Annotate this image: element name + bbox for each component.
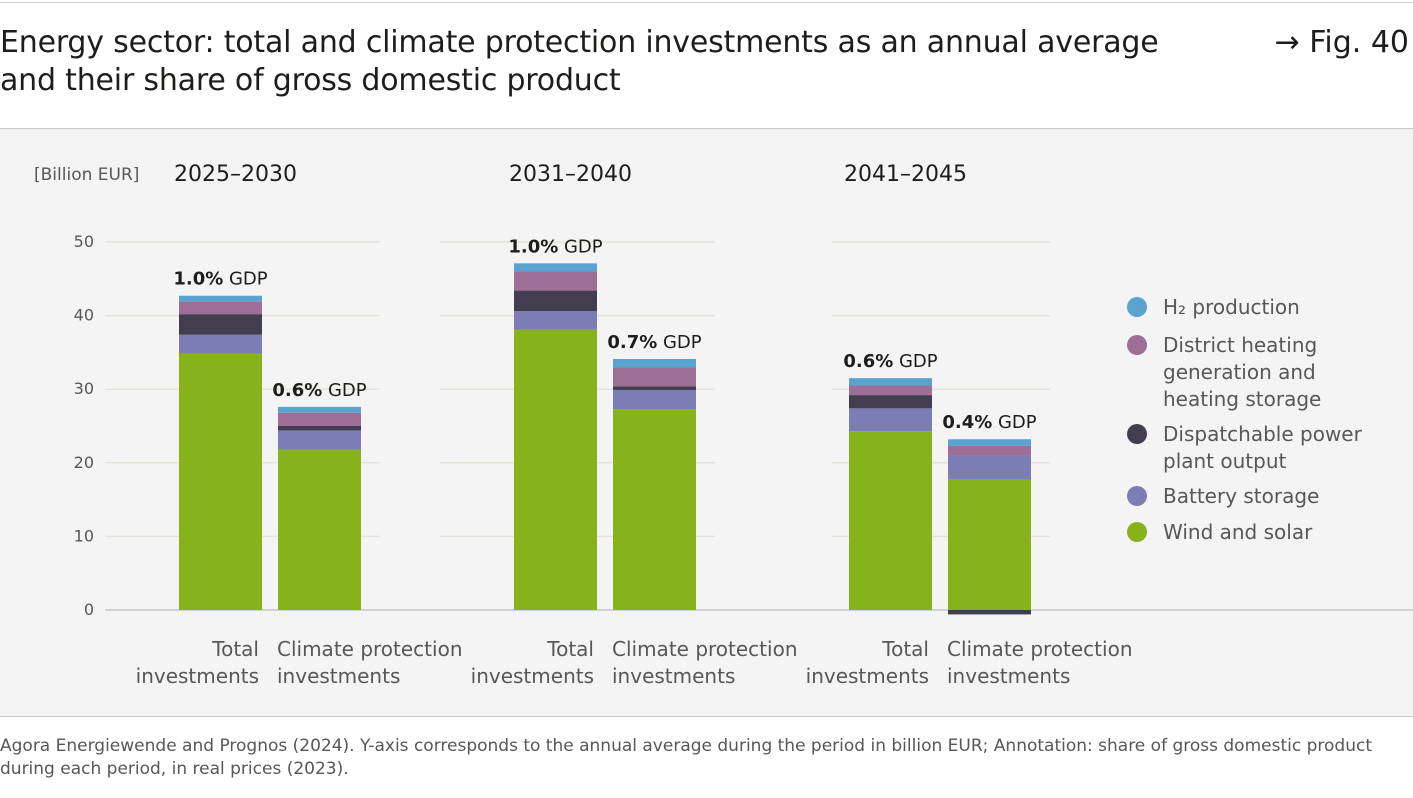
bar-segment-battery xyxy=(179,334,262,354)
top-rule xyxy=(0,2,1413,3)
bar-segment-battery xyxy=(514,311,597,330)
period-label: 2031–2040 xyxy=(509,162,632,187)
category-label: Climate protection xyxy=(612,637,798,661)
source-note: Agora Energiewende and Prognos (2024). Y… xyxy=(0,736,1372,779)
legend-label-district: District heating xyxy=(1163,333,1317,357)
bar-segment-battery xyxy=(278,430,361,450)
bar-segment-h2 xyxy=(278,406,361,413)
legend-swatch-battery xyxy=(1127,486,1147,506)
category-label: investments xyxy=(136,664,259,688)
bar-segment-dispatch-negative xyxy=(948,610,1031,615)
bar-segment-h2 xyxy=(514,263,597,272)
legend-label-h2: H₂ production xyxy=(1163,295,1300,319)
bar-segment-h2 xyxy=(849,378,932,386)
bar-segment-dispatch xyxy=(514,290,597,312)
bar-segment-dispatch xyxy=(179,314,262,335)
category-label: investments xyxy=(471,664,594,688)
bar-segment-wind xyxy=(514,329,597,610)
y-tick-label: 20 xyxy=(74,453,94,472)
y-tick-label: 40 xyxy=(74,306,94,325)
bar-segment-h2 xyxy=(179,295,262,302)
bar-segment-dispatch xyxy=(278,426,361,431)
y-tick-label: 0 xyxy=(84,600,94,619)
gdp-share-label: 0.6% GDP xyxy=(843,351,937,372)
category-label: Total xyxy=(211,637,259,661)
category-label: investments xyxy=(612,664,735,688)
y-axis-label: [Billion EUR] xyxy=(34,165,139,185)
category-label: Climate protection xyxy=(277,637,463,661)
legend-label-district: heating storage xyxy=(1163,387,1321,411)
period-label: 2025–2030 xyxy=(174,162,297,187)
bar-segment-district xyxy=(613,367,696,387)
figure-reference-link[interactable]: → Fig. 40 xyxy=(1274,25,1409,60)
category-label: Climate protection xyxy=(947,637,1133,661)
category-label: Total xyxy=(546,637,594,661)
gdp-share-label: 1.0% GDP xyxy=(173,269,267,290)
gdp-share-label: 0.4% GDP xyxy=(942,412,1036,433)
bar-segment-wind xyxy=(278,449,361,610)
gdp-share-label: 0.6% GDP xyxy=(272,380,366,401)
bar-segment-district xyxy=(179,301,262,315)
y-tick-label: 50 xyxy=(74,232,94,251)
bar-segment-wind xyxy=(613,409,696,610)
bar-segment-district xyxy=(948,445,1031,456)
bar-segment-dispatch xyxy=(613,386,696,390)
bar-segment-district xyxy=(849,385,932,396)
legend-label-wind: Wind and solar xyxy=(1163,520,1313,544)
bar-segment-district xyxy=(278,412,361,426)
bar-segment-wind xyxy=(849,431,932,610)
bar-segment-wind xyxy=(179,353,262,610)
legend-label-district: generation and xyxy=(1163,360,1316,384)
chart-panel: [Billion EUR] 0 10 20 30 40 50 2025–2030 1.0% GD… xyxy=(0,128,1413,717)
gdp-share-label: 1.0% GDP xyxy=(508,236,602,257)
period-label: 2041–2045 xyxy=(844,162,967,187)
legend-label-battery: Battery storage xyxy=(1163,484,1319,508)
legend-swatch-wind xyxy=(1127,522,1147,542)
bar-segment-battery xyxy=(613,389,696,410)
legend-label-dispatch: Dispatchable power xyxy=(1163,422,1363,446)
legend-swatch-dispatch xyxy=(1127,424,1147,444)
bar-segment-h2 xyxy=(948,439,1031,446)
category-label: investments xyxy=(806,664,929,688)
stacked-bar-chart: [Billion EUR] 0 10 20 30 40 50 2025–2030 1.0% GD… xyxy=(34,162,1413,688)
bar-segment-dispatch xyxy=(849,395,932,409)
bar-segment-wind xyxy=(948,478,1031,610)
bar-segment-district xyxy=(514,271,597,291)
y-tick-label: 10 xyxy=(74,526,94,545)
bar-segment-battery xyxy=(849,408,932,432)
bar-segment-battery xyxy=(948,455,1031,479)
chart-title: Energy sector: total and climate protect… xyxy=(0,25,1159,98)
category-label: Total xyxy=(881,637,929,661)
category-label: investments xyxy=(277,664,400,688)
category-label: investments xyxy=(947,664,1070,688)
gdp-share-label: 0.7% GDP xyxy=(607,332,701,353)
y-tick-label: 30 xyxy=(74,379,94,398)
bar-segment-h2 xyxy=(613,359,696,368)
legend-swatch-h2 xyxy=(1127,297,1147,317)
legend-swatch-district xyxy=(1127,335,1147,355)
legend-label-dispatch: plant output xyxy=(1163,449,1287,473)
